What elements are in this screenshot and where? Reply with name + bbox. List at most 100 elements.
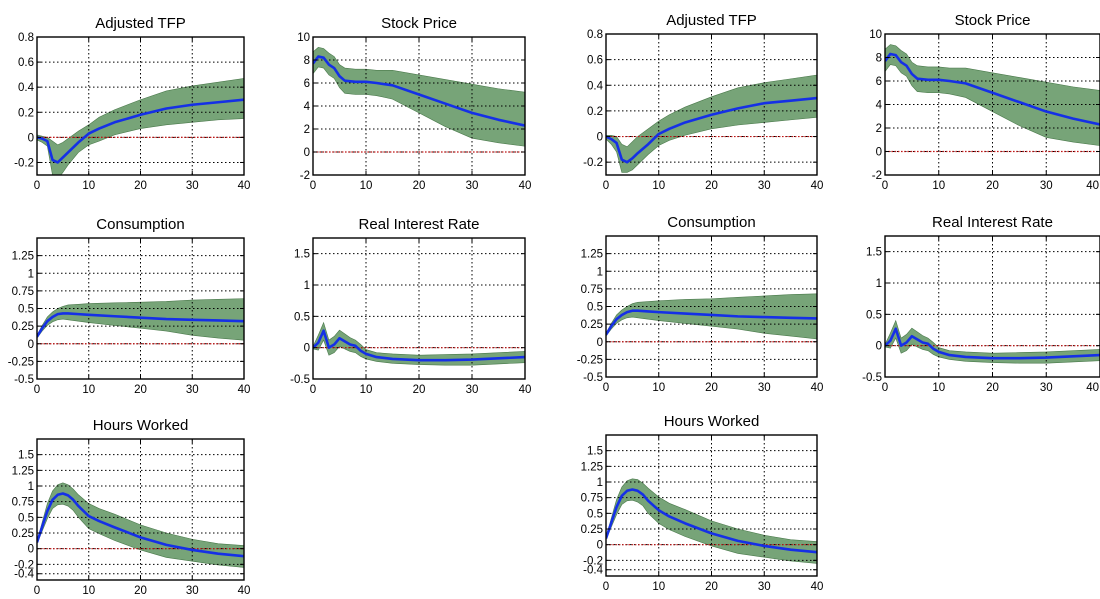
mean-response-line (885, 327, 1100, 360)
x-tick-label: 0 (34, 384, 40, 396)
y-tick-label: 0.5 (18, 512, 34, 524)
y-tick-label: -0.5 (14, 374, 34, 386)
y-tick-label: 0 (304, 147, 310, 159)
x-tick-label: 30 (466, 180, 479, 192)
chart-title: Adjusted TFP (666, 12, 757, 29)
y-tick-label: 0.25 (12, 528, 34, 540)
x-tick-label: 30 (186, 585, 199, 597)
confidence-band (606, 74, 817, 173)
y-tick-label: 4 (304, 101, 311, 113)
confidence-band (37, 78, 244, 175)
y-tick-label: 1 (876, 278, 882, 290)
y-tick-label: 1.25 (581, 461, 603, 473)
mean-response-line (37, 98, 244, 164)
x-tick-label: 40 (238, 384, 251, 396)
y-tick-label: -0.2 (583, 157, 603, 169)
y-tick-label: 0.25 (12, 321, 34, 333)
y-tick-label: 0.75 (581, 284, 603, 296)
chart-title: Hours Worked (664, 413, 760, 430)
x-tick-label: 0 (603, 581, 609, 593)
y-tick-label: 8 (304, 55, 310, 67)
y-tick-label: 0.4 (587, 80, 604, 92)
x-tick-label: 30 (1040, 180, 1053, 192)
y-tick-label: -0.25 (8, 356, 34, 368)
panel: Hours Worked -0.4-0.2 0 0.25 0.5 0.75 1 1.25 1.5… (581, 413, 824, 593)
y-tick-label: 10 (869, 29, 882, 41)
x-tick-label: 30 (186, 384, 199, 396)
x-tick-label: 0 (34, 180, 40, 192)
x-tick-label: 40 (1086, 180, 1099, 192)
y-tick-label: 6 (304, 78, 310, 90)
y-tick-label: -0.5 (583, 372, 603, 384)
x-tick-label: 40 (811, 180, 824, 192)
y-tick-label: 0.8 (18, 32, 34, 44)
y-tick-label: 1.5 (18, 450, 34, 462)
x-tick-label: 10 (82, 585, 95, 597)
y-tick-label: 2 (876, 123, 882, 135)
y-tick-label: 0.6 (587, 55, 603, 67)
y-tick-label: 0 (28, 544, 34, 556)
y-tick-label: 0.8 (587, 29, 603, 41)
x-tick-label: 0 (310, 384, 316, 396)
x-tick-label: 20 (134, 180, 147, 192)
mean-response-line (37, 312, 244, 338)
x-tick-label: 10 (932, 180, 945, 192)
y-tick-label: -0.25 (577, 354, 603, 366)
mean-response-line (313, 329, 525, 362)
x-tick-label: 20 (413, 180, 426, 192)
panel: Consumption -0.5 -0.25 0 0.25 0.5 0.75 1 1.25 0 10… (8, 216, 251, 396)
y-tick-label: 0.75 (12, 497, 34, 509)
y-tick-label: 0.4 (18, 82, 35, 94)
y-tick-label: 0 (304, 343, 310, 355)
x-tick-label: 20 (705, 581, 718, 593)
x-tick-label: 0 (34, 585, 40, 597)
mean-response-line (606, 488, 817, 554)
x-tick-label: 40 (519, 180, 532, 192)
y-tick-label: 6 (876, 76, 882, 88)
y-tick-label: 0 (597, 540, 603, 552)
y-tick-label: 8 (876, 53, 882, 65)
x-tick-label: 10 (932, 382, 945, 394)
y-tick-label: -2 (872, 170, 882, 182)
x-tick-label: 10 (360, 180, 373, 192)
y-tick-label: 1 (28, 268, 34, 280)
y-tick-label: 0.5 (866, 309, 882, 321)
x-tick-label: 30 (186, 180, 199, 192)
x-tick-label: 40 (1086, 382, 1099, 394)
x-tick-label: 30 (758, 581, 771, 593)
x-tick-label: 20 (986, 382, 999, 394)
chart-title: Real Interest Rate (932, 214, 1053, 231)
y-tick-label: 0.5 (587, 508, 603, 520)
mean-response-line (606, 96, 817, 164)
y-tick-label: 1.5 (866, 247, 882, 259)
x-tick-label: 40 (238, 585, 251, 597)
y-tick-label: 0 (597, 132, 603, 144)
y-tick-label: -0.2 (14, 559, 34, 571)
mean-response-line (606, 309, 817, 336)
y-tick-label: 1.25 (12, 251, 34, 263)
x-tick-label: 10 (652, 382, 665, 394)
chart-title: Adjusted TFP (95, 15, 186, 32)
panel: Real Interest Rate-0.500.511.50 10 20 30 40 (290, 216, 531, 396)
y-tick-label: 1.5 (587, 446, 603, 458)
y-tick-label: 1.5 (294, 249, 310, 261)
chart-title: Consumption (667, 214, 755, 231)
y-tick-label: 0 (597, 337, 603, 349)
y-tick-label: 0 (876, 147, 882, 159)
x-tick-label: 20 (705, 382, 718, 394)
panel: Consumption -0.5 -0.25 0 0.25 0.5 0.75 1 1.25 0 10… (577, 214, 824, 394)
y-tick-label: -0.2 (583, 555, 603, 567)
y-tick-label: 0 (28, 339, 34, 351)
chart-title: Stock Price (381, 15, 457, 32)
y-tick-label: 0.25 (581, 319, 603, 331)
y-tick-label: 0.75 (12, 286, 34, 298)
x-tick-label: 0 (882, 382, 888, 394)
y-tick-label: 0.25 (581, 524, 603, 536)
x-tick-label: 10 (652, 180, 665, 192)
panel: Adjusted TFP-0.200.20.40.60.80 10 20 30 40 (583, 12, 823, 192)
x-tick-label: 20 (134, 384, 147, 396)
y-tick-label: 0.2 (587, 106, 603, 118)
y-tick-label: 0.2 (18, 107, 34, 119)
